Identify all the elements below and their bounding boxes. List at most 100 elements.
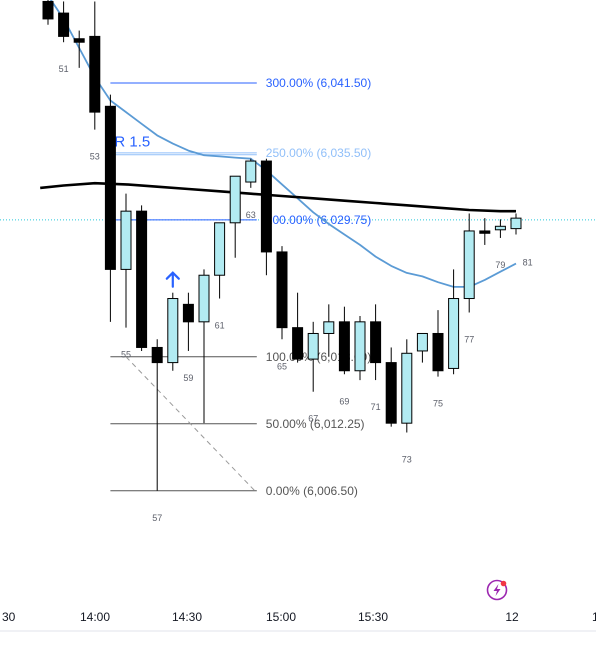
bear-candle-body — [260, 160, 272, 253]
candle-58 — [167, 292, 179, 371]
bull-candle-body — [307, 332, 319, 360]
bear-candle-body — [104, 105, 116, 270]
annotations — [165, 271, 508, 601]
fib-trend-line[interactable] — [125, 356, 256, 492]
bar-number-label: 53 — [90, 152, 100, 162]
candle-51 — [58, 1, 70, 43]
candle-57 — [151, 339, 163, 491]
bear-candle-body — [338, 321, 350, 372]
badge-dot — [500, 580, 507, 587]
candle-73 — [401, 339, 413, 433]
time-tick-label-partial: 30 — [2, 610, 16, 624]
bear-candle-body — [73, 38, 85, 43]
candle-50 — [42, 0, 54, 25]
candle-72 — [385, 347, 397, 427]
bar-number-label: 59 — [183, 373, 193, 383]
bear-candle-body — [89, 35, 101, 113]
candle-54 — [104, 94, 116, 322]
bar-number-label: 69 — [339, 396, 349, 406]
time-tick-label: 12 — [505, 610, 519, 624]
time-tick-label: 15:30 — [358, 610, 388, 624]
bear-candle-body — [58, 12, 70, 37]
bull-candle-body — [510, 217, 522, 230]
bar-number-label: 71 — [371, 402, 381, 412]
candle-63 — [245, 158, 257, 188]
candle-78 — [479, 218, 491, 245]
time-tick-label: 14:00 — [80, 610, 110, 624]
candle-74 — [416, 332, 428, 363]
bar-number-label: 63 — [246, 210, 256, 220]
candle-62 — [229, 175, 241, 258]
time-tick-label-partial: 1 — [592, 610, 596, 624]
candle-75 — [432, 310, 444, 377]
bar-number-label: 77 — [464, 335, 474, 345]
bar-number-label: 51 — [59, 64, 69, 74]
bar-number-label: 67 — [308, 414, 318, 424]
fast-moving-average — [49, 0, 517, 288]
bull-candle-body — [198, 274, 210, 323]
bar-number-label: 55 — [121, 350, 131, 360]
bull-candle-body — [401, 352, 413, 424]
badge-bolt — [493, 584, 501, 596]
fib-extension-tool[interactable]: 300.00% (6,041.50) 250.00% (6,035.50) 200.… — [110, 76, 371, 498]
candle-69 — [338, 306, 350, 375]
candles — [42, 0, 522, 491]
bear-candle-body — [276, 251, 288, 329]
bear-candle-body — [479, 230, 491, 234]
bar-number-label: 81 — [523, 258, 533, 268]
bull-candle-body — [214, 222, 226, 276]
bull-candle-body — [120, 210, 132, 270]
bar-number-label: 61 — [215, 321, 225, 331]
candle-59 — [182, 292, 194, 351]
candle-79 — [494, 219, 506, 238]
candle-55 — [120, 193, 132, 328]
candle-64 — [260, 158, 272, 276]
bear-candle-body — [432, 332, 444, 372]
bar-number-labels: 51 53 55 57 59 61 63 65 67 69 71 73 75 77 79 81 — [59, 64, 533, 523]
candle-53 — [89, 1, 101, 130]
bull-candle-body — [354, 321, 366, 372]
fib-level-label: 50.00% (6,012.25) — [266, 417, 365, 431]
time-axis[interactable]: 14:00 14:30 15:00 15:30 12 30 1 — [2, 610, 596, 624]
bull-candle-body — [494, 225, 506, 231]
bar-number-label: 73 — [402, 455, 412, 465]
arrow-up-icon — [165, 271, 180, 288]
candle-70 — [354, 316, 366, 381]
bear-candle-body — [42, 0, 54, 20]
fib-level-label: 300.00% (6,041.50) — [266, 76, 371, 90]
bull-candle-body — [167, 298, 179, 364]
target-label: R 1.5 — [114, 134, 150, 151]
fib-level-label: 200.00% (6,029.75) — [266, 213, 371, 227]
candle-66 — [292, 292, 304, 363]
bar-number-label: 79 — [495, 260, 505, 270]
bar-number-label: 57 — [152, 513, 162, 523]
bear-candle-body — [182, 303, 194, 323]
lightning-badge-icon[interactable] — [486, 579, 508, 601]
candle-71 — [370, 304, 382, 381]
bear-candle-body — [292, 327, 304, 360]
candle-77 — [463, 213, 475, 313]
candle-52 — [73, 30, 85, 68]
bull-candle-body — [463, 230, 475, 300]
time-tick-label: 15:00 — [266, 610, 296, 624]
candle-56 — [136, 205, 148, 351]
fib-level-label: 0.00% (6,006.50) — [266, 484, 358, 498]
bear-candle-body — [151, 346, 163, 364]
bull-candle-body — [416, 332, 428, 352]
candle-65 — [276, 246, 288, 340]
bear-candle-body — [370, 321, 382, 364]
candle-61 — [214, 222, 226, 299]
bull-candle-body — [229, 175, 241, 224]
bull-candle-body — [245, 160, 257, 183]
candle-67 — [307, 321, 319, 392]
bear-candle-body — [385, 362, 397, 424]
candle-80 — [510, 213, 522, 235]
bar-number-label: 65 — [277, 361, 287, 371]
bull-candle-body — [448, 298, 460, 369]
bar-number-label: 75 — [433, 399, 443, 409]
candle-60 — [198, 269, 210, 424]
time-tick-label: 14:30 — [172, 610, 202, 624]
fib-level-label: 250.00% (6,035.50) — [266, 146, 371, 160]
